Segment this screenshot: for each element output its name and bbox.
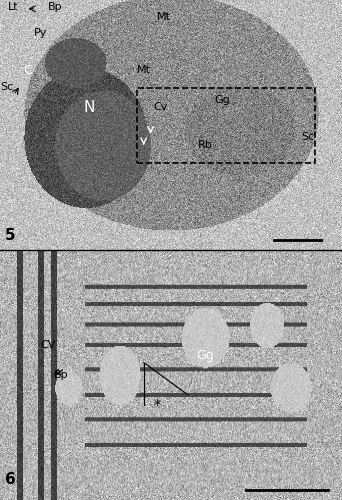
Text: Bp: Bp [48, 2, 62, 12]
Text: Mt: Mt [137, 65, 150, 75]
Text: CV: CV [40, 340, 55, 350]
Text: *: * [154, 398, 161, 412]
Text: C: C [23, 64, 32, 76]
Text: 6: 6 [5, 472, 16, 488]
Text: Sc: Sc [0, 82, 13, 92]
Text: Lt: Lt [8, 2, 19, 12]
Text: 5: 5 [5, 228, 16, 242]
Text: Mt: Mt [157, 12, 171, 22]
Text: Py: Py [34, 28, 48, 38]
Text: Gg: Gg [214, 95, 230, 105]
Text: Bp: Bp [54, 370, 69, 380]
Text: Rb: Rb [198, 140, 213, 150]
Text: Gg: Gg [196, 348, 214, 362]
Text: Sc: Sc [301, 132, 314, 142]
Text: N: N [83, 100, 95, 115]
Text: Cv: Cv [154, 102, 168, 113]
